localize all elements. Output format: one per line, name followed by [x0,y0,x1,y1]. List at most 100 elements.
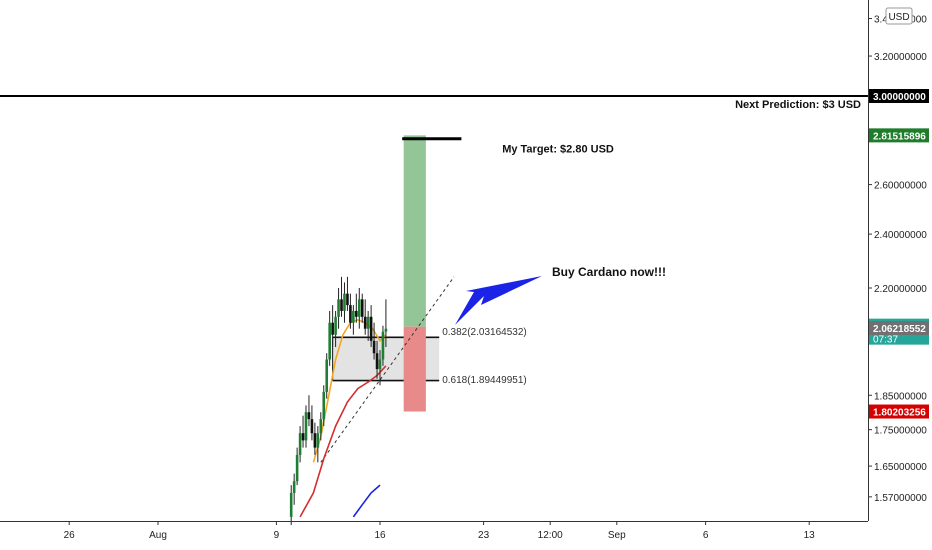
candle-9 [316,426,320,463]
y-tick-label: 1.85000000 [874,391,927,402]
candle-28 [372,322,376,360]
x-tick-label: 9 [274,530,280,541]
candle-body [352,310,355,323]
candle-26 [366,310,370,341]
candle-body [357,299,361,317]
y-tick-label: 1.57000000 [874,493,927,504]
candle-30 [378,350,382,386]
candle-7 [310,405,314,441]
moving-average-red [299,365,387,518]
profit-zone [403,135,426,327]
candle-body [334,316,337,335]
y-tick-label: 1.65000000 [874,462,927,473]
price-badge-box [869,89,929,103]
candle-25 [363,299,367,335]
candle-21 [352,305,355,335]
fib-level-label-0.618: 0.618(1.89449951) [442,375,527,386]
x-tick-label: 6 [703,530,709,541]
candle-body [384,328,388,332]
candle-body [381,331,385,360]
candle-body [319,419,323,434]
loss-zone [403,326,426,412]
plot-background [0,0,868,521]
x-tick-label: 26 [64,530,76,541]
candle-8 [313,422,317,455]
price-badge-target: 2.81515896 [869,128,929,143]
candle-13 [328,310,331,366]
candle-body [346,293,349,306]
fib-level-label-0.382: 0.382(2.03164532) [442,327,527,338]
y-tick-label: 3.20000000 [874,52,927,63]
candle-body [343,293,346,311]
x-tick-label: 13 [804,530,816,541]
candle-body [292,481,296,493]
annotation-text: Buy Cardano now!!! [552,265,666,279]
candle-body [331,322,334,335]
candle-0 [289,485,293,526]
candle-body [363,316,367,329]
currency-tag: USD [885,7,913,25]
price-badge-horizontal-line: 3.00000000 [869,89,929,103]
candle-6 [307,395,311,427]
candle-19 [346,276,349,311]
y-tick-label: 2.20000000 [874,284,927,295]
candle-body [316,433,320,448]
trendline [320,276,455,463]
candle-31 [381,325,385,366]
candle-body [340,299,343,311]
candle-2 [295,447,299,486]
price-badge-box [869,404,929,419]
candle-body [366,316,370,329]
x-tick-label: 12:00 [538,530,563,541]
candle-body [372,340,376,354]
price-badge-label: 2.06218552 [873,324,926,335]
candle-body [369,316,373,341]
candle-body [349,305,352,323]
y-tick-label: 2.40000000 [874,230,927,241]
candle-18 [343,282,346,323]
candle-14 [331,305,334,347]
y-tick-label: 1.75000000 [874,426,927,437]
moving-average-blue [352,484,381,518]
candle-body [295,454,299,482]
price-badge-label: 3.00000000 [873,92,926,103]
candle-body [378,359,382,370]
y-tick-label: 2.60000000 [874,181,927,192]
candle-15 [334,310,337,347]
price-badge-label: 2.81515896 [873,131,926,142]
candle-body [375,353,379,370]
candle-3 [298,426,302,463]
candle-body [322,391,326,420]
candle-body [337,299,340,317]
candle-10 [319,412,323,441]
candle-22 [355,293,358,323]
candle-body [304,412,308,441]
candle-body [313,433,317,448]
candle-27 [369,305,373,347]
candle-17 [340,276,343,317]
candle-32 [384,299,388,347]
candle-body [289,492,293,517]
candle-12 [325,353,329,399]
candle-body [325,359,329,392]
candle-11 [322,385,326,427]
price-badge-moving-average: 2.06218552 [869,321,929,336]
candles-layer [289,276,388,526]
price-badge-countdown: 07:37 [873,335,898,346]
prediction-label: Next Prediction: $3 USD [735,99,861,111]
candle-body [301,433,305,441]
candle-body [328,322,331,360]
candle-16 [337,287,340,329]
price-badge-label: 1.80203256 [873,408,926,419]
candle-body [298,433,302,455]
candle-1 [292,473,296,505]
price-badge-box [869,321,929,336]
candle-body [360,299,364,317]
candle-body [355,310,358,317]
candle-29 [375,340,379,379]
x-tick-label: Aug [149,530,167,541]
candle-body [310,419,314,434]
x-tick-label: Sep [608,530,626,541]
